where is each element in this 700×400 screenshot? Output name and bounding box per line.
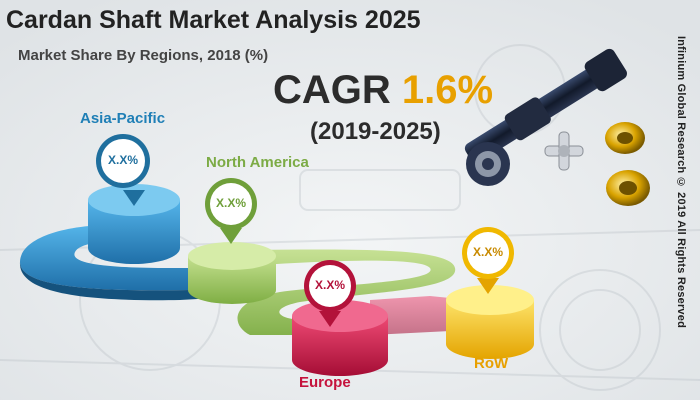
region-label-north-america: North America — [206, 154, 309, 171]
cagr-period: (2019-2025) — [310, 118, 441, 145]
pin-row-icon — [462, 227, 514, 294]
cylinder-north-america — [188, 242, 276, 304]
page-title: Cardan Shaft Market Analysis 2025 — [6, 6, 421, 34]
region-label-row: RoW — [474, 355, 509, 372]
region-label-europe: Europe — [299, 374, 351, 391]
page-subtitle: Market Share By Regions, 2018 (%) — [18, 47, 269, 64]
copyright-notice: Infinium Global Research © 2019 All Righ… — [675, 36, 687, 328]
pin-north-america-icon — [205, 178, 257, 244]
cardan-shaft-product-illustration — [464, 48, 650, 206]
pin-europe-icon — [304, 260, 356, 327]
cagr-value: 1.6% — [401, 68, 494, 112]
region-label-asia-pacific: Asia-Pacific — [80, 110, 166, 127]
region-value-north-america: X.X% — [215, 196, 246, 210]
pin-asia-pacific-icon — [96, 134, 150, 206]
region-value-row: X.X% — [472, 245, 503, 259]
region-value-europe: X.X% — [314, 278, 345, 292]
cagr-label: CAGR — [273, 68, 391, 112]
cylinder-europe — [292, 300, 388, 376]
cylinder-row — [446, 285, 534, 359]
region-value-asia-pacific: X.X% — [107, 153, 138, 167]
cagr-headline: CAGR 1.6% — [273, 68, 493, 113]
universal-joint-icon — [544, 131, 584, 171]
